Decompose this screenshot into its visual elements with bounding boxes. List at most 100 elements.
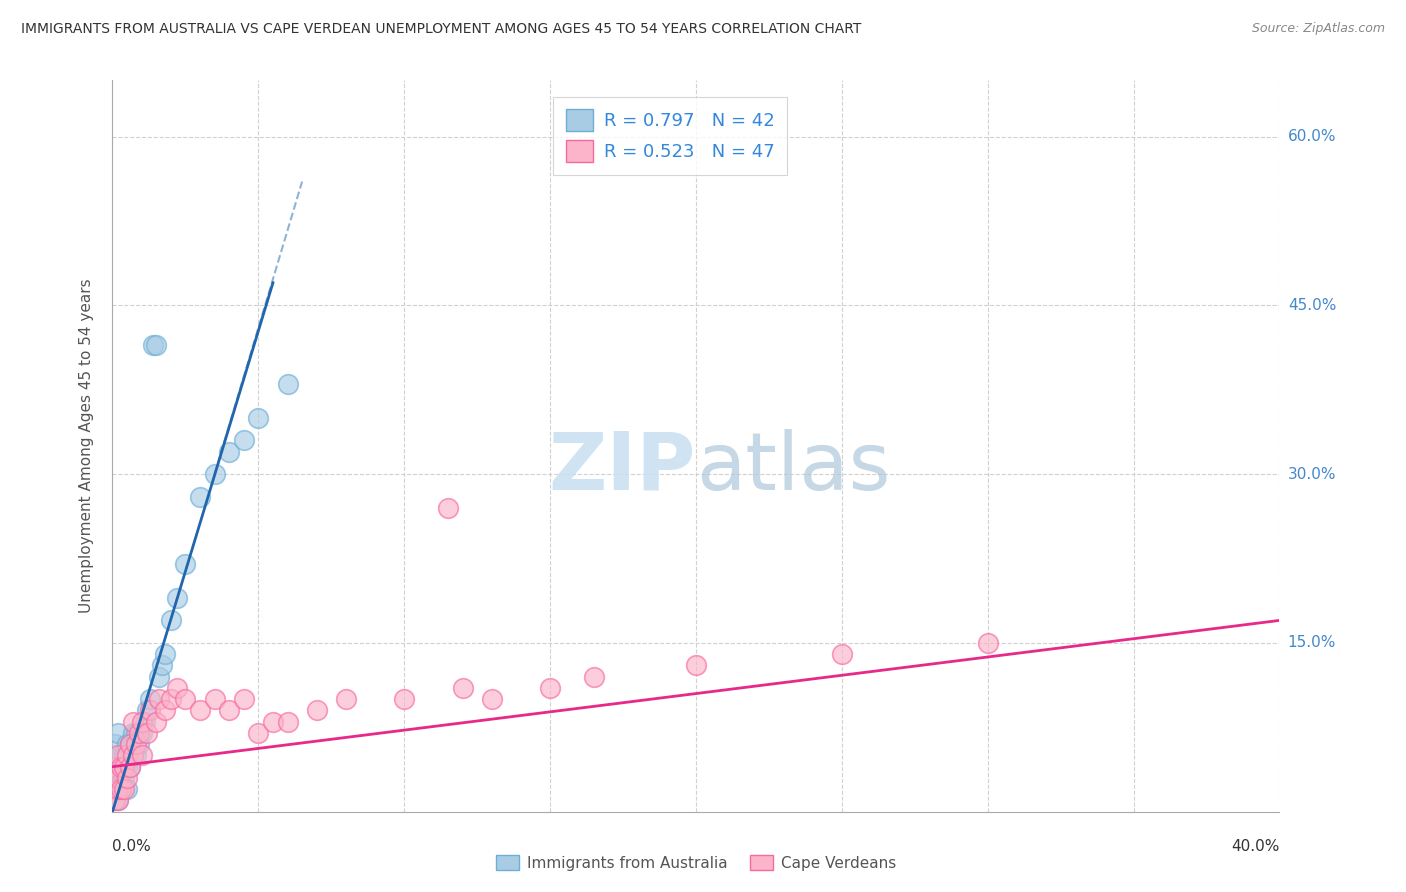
Point — [153, 703, 176, 717]
Point — [125, 726, 148, 740]
Point — [204, 467, 226, 482]
Point — [104, 771, 127, 785]
Text: ZIP: ZIP — [548, 429, 696, 507]
Point — [145, 714, 167, 729]
Point — [115, 748, 138, 763]
Point — [104, 737, 127, 751]
Point — [335, 692, 357, 706]
Point — [451, 681, 474, 695]
Text: Source: ZipAtlas.com: Source: ZipAtlas.com — [1251, 22, 1385, 36]
Point — [110, 782, 132, 797]
Text: 40.0%: 40.0% — [1232, 839, 1279, 855]
Point — [305, 703, 328, 717]
Point — [247, 410, 270, 425]
Point — [831, 647, 853, 661]
Text: 60.0%: 60.0% — [1288, 129, 1336, 144]
Point — [437, 500, 460, 515]
Point — [262, 714, 284, 729]
Point — [174, 692, 197, 706]
Point — [232, 434, 254, 448]
Point — [142, 337, 165, 351]
Point — [104, 793, 127, 807]
Point — [148, 692, 170, 706]
Point — [136, 726, 159, 740]
Point — [107, 782, 129, 797]
Point — [122, 748, 145, 763]
Point — [481, 692, 503, 706]
Point — [160, 614, 183, 628]
Point — [128, 737, 150, 751]
Point — [174, 557, 197, 571]
Point — [131, 726, 153, 740]
Point — [122, 748, 145, 763]
Point — [394, 692, 416, 706]
Point — [118, 737, 141, 751]
Point — [188, 490, 211, 504]
Point — [104, 782, 127, 797]
Point — [232, 692, 254, 706]
Point — [128, 726, 150, 740]
Point — [538, 681, 561, 695]
Text: 45.0%: 45.0% — [1288, 298, 1336, 313]
Point — [125, 737, 148, 751]
Text: 15.0%: 15.0% — [1288, 635, 1336, 650]
Point — [145, 337, 167, 351]
Point — [104, 760, 127, 774]
Point — [104, 793, 127, 807]
Point — [685, 658, 707, 673]
Point — [139, 692, 162, 706]
Point — [160, 692, 183, 706]
Point — [107, 771, 129, 785]
Point — [107, 793, 129, 807]
Point — [976, 636, 998, 650]
Point — [276, 714, 298, 729]
Point — [104, 760, 127, 774]
Text: 30.0%: 30.0% — [1288, 467, 1336, 482]
Point — [125, 748, 148, 763]
Point — [150, 658, 173, 673]
Point — [115, 771, 138, 785]
Point — [107, 782, 129, 797]
Point — [153, 647, 176, 661]
Point — [115, 760, 138, 774]
Point — [115, 737, 138, 751]
Point — [582, 670, 605, 684]
Point — [218, 703, 240, 717]
Point — [139, 703, 162, 717]
Point — [110, 782, 132, 797]
Point — [110, 748, 132, 763]
Point — [276, 377, 298, 392]
Point — [247, 726, 270, 740]
Point — [131, 714, 153, 729]
Text: 0.0%: 0.0% — [112, 839, 152, 855]
Point — [112, 748, 135, 763]
Point — [166, 681, 188, 695]
Point — [136, 703, 159, 717]
Point — [112, 760, 135, 774]
Point — [148, 670, 170, 684]
Point — [107, 793, 129, 807]
Point — [218, 444, 240, 458]
Point — [188, 703, 211, 717]
Point — [107, 726, 129, 740]
Point — [166, 591, 188, 605]
Point — [112, 782, 135, 797]
Point — [107, 760, 129, 774]
Point — [110, 771, 132, 785]
Point — [110, 760, 132, 774]
Point — [115, 782, 138, 797]
Point — [122, 714, 145, 729]
Text: IMMIGRANTS FROM AUSTRALIA VS CAPE VERDEAN UNEMPLOYMENT AMONG AGES 45 TO 54 YEARS: IMMIGRANTS FROM AUSTRALIA VS CAPE VERDEA… — [21, 22, 862, 37]
Legend: Immigrants from Australia, Cape Verdeans: Immigrants from Australia, Cape Verdeans — [489, 848, 903, 877]
Point — [107, 748, 129, 763]
Point — [204, 692, 226, 706]
Point — [118, 760, 141, 774]
Point — [112, 771, 135, 785]
Y-axis label: Unemployment Among Ages 45 to 54 years: Unemployment Among Ages 45 to 54 years — [79, 278, 94, 614]
Point — [104, 782, 127, 797]
Point — [118, 737, 141, 751]
Text: atlas: atlas — [696, 429, 890, 507]
Point — [134, 714, 156, 729]
Point — [118, 760, 141, 774]
Point — [131, 748, 153, 763]
